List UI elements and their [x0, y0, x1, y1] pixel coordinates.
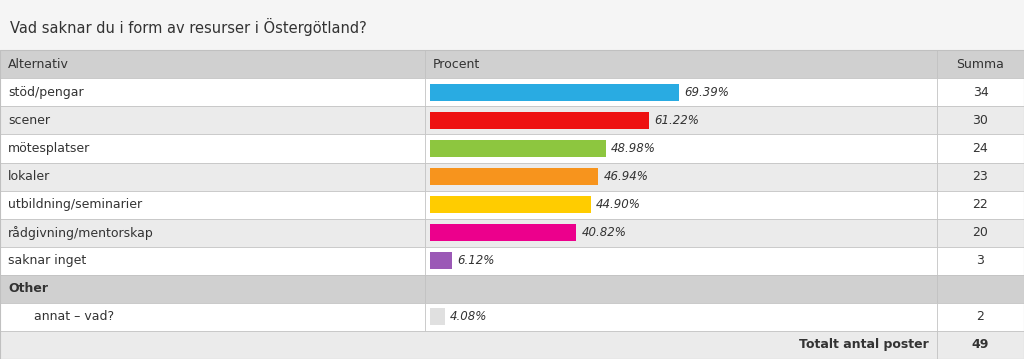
- Text: 30: 30: [973, 114, 988, 127]
- Bar: [430, 84, 679, 101]
- Text: 61.22%: 61.22%: [654, 114, 699, 127]
- Bar: [937, 50, 1024, 78]
- Text: 22: 22: [973, 198, 988, 211]
- Text: 2: 2: [977, 311, 984, 323]
- Text: Alternativ: Alternativ: [8, 58, 69, 71]
- Bar: [430, 112, 649, 129]
- Text: 23: 23: [973, 170, 988, 183]
- Text: 49: 49: [972, 339, 989, 351]
- Bar: [425, 78, 937, 106]
- Bar: [937, 303, 1024, 331]
- Bar: [937, 191, 1024, 219]
- Bar: [425, 106, 937, 135]
- Bar: [0, 135, 425, 163]
- Text: scener: scener: [8, 114, 50, 127]
- Text: lokaler: lokaler: [8, 170, 50, 183]
- Bar: [0, 163, 425, 191]
- Bar: [937, 219, 1024, 247]
- Bar: [430, 196, 591, 213]
- Bar: [0, 303, 425, 331]
- Bar: [425, 219, 937, 247]
- Bar: [937, 331, 1024, 359]
- Text: rådgivning/mentorskap: rådgivning/mentorskap: [8, 226, 154, 240]
- Bar: [430, 224, 577, 241]
- Text: 34: 34: [973, 86, 988, 99]
- Text: 24: 24: [973, 142, 988, 155]
- Text: 3: 3: [977, 254, 984, 267]
- Bar: [937, 135, 1024, 163]
- Bar: [0, 106, 425, 135]
- Bar: [0, 275, 425, 303]
- Bar: [0, 219, 425, 247]
- Text: 40.82%: 40.82%: [582, 226, 627, 239]
- Bar: [425, 191, 937, 219]
- Bar: [937, 163, 1024, 191]
- Text: stöd/pengar: stöd/pengar: [8, 86, 84, 99]
- Bar: [430, 308, 444, 325]
- Bar: [430, 140, 605, 157]
- Text: Totalt antal poster: Totalt antal poster: [799, 339, 929, 351]
- Bar: [430, 252, 452, 269]
- Bar: [425, 275, 937, 303]
- Text: Summa: Summa: [956, 58, 1005, 71]
- Bar: [937, 106, 1024, 135]
- Text: 6.12%: 6.12%: [457, 254, 495, 267]
- Bar: [425, 247, 937, 275]
- Bar: [0, 50, 1024, 359]
- Bar: [425, 50, 937, 78]
- Bar: [0, 191, 425, 219]
- Bar: [937, 275, 1024, 303]
- Bar: [0, 78, 425, 106]
- Text: mötesplatser: mötesplatser: [8, 142, 90, 155]
- Text: 46.94%: 46.94%: [603, 170, 648, 183]
- Text: Other: Other: [8, 282, 48, 295]
- Text: 20: 20: [973, 226, 988, 239]
- Text: saknar inget: saknar inget: [8, 254, 86, 267]
- Bar: [937, 78, 1024, 106]
- Text: utbildning/seminarier: utbildning/seminarier: [8, 198, 142, 211]
- Bar: [425, 163, 937, 191]
- Text: Procent: Procent: [433, 58, 480, 71]
- Text: 69.39%: 69.39%: [684, 86, 729, 99]
- Text: 44.90%: 44.90%: [596, 198, 641, 211]
- Bar: [0, 247, 425, 275]
- Bar: [430, 168, 598, 185]
- Bar: [0, 331, 937, 359]
- Text: 48.98%: 48.98%: [610, 142, 655, 155]
- Bar: [0, 50, 425, 78]
- Bar: [937, 247, 1024, 275]
- Text: 4.08%: 4.08%: [450, 311, 487, 323]
- Text: Vad saknar du i form av resurser i Östergötland?: Vad saknar du i form av resurser i Öster…: [10, 18, 367, 36]
- Bar: [425, 135, 937, 163]
- Text: annat – vad?: annat – vad?: [34, 311, 114, 323]
- Bar: [425, 303, 937, 331]
